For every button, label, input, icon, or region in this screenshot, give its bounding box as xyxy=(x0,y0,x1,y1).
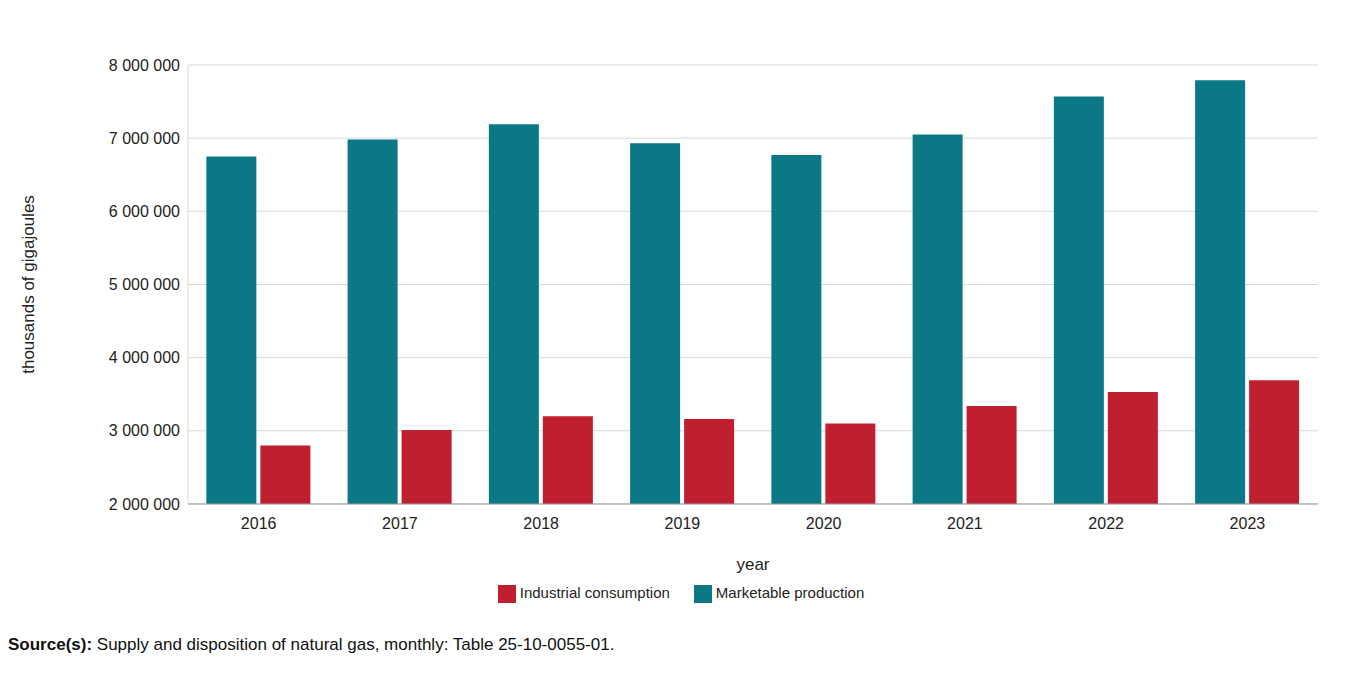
svg-text:2 000 000: 2 000 000 xyxy=(109,496,180,513)
svg-text:2021: 2021 xyxy=(947,515,983,532)
svg-text:3 000 000: 3 000 000 xyxy=(109,422,180,439)
svg-text:2019: 2019 xyxy=(665,515,701,532)
svg-text:2017: 2017 xyxy=(382,515,418,532)
html-text:Marketable production: Marketable production xyxy=(715,584,865,601)
svg-text:8 000 000: 8 000 000 xyxy=(109,57,180,74)
html-text:Industrial consumption: Industrial consumption xyxy=(519,584,670,601)
svg-text:5 000 000: 5 000 000 xyxy=(109,276,180,293)
svg-text:year: year xyxy=(736,555,769,574)
svg-text:2023: 2023 xyxy=(1230,515,1266,532)
svg-text:2022: 2022 xyxy=(1088,515,1124,532)
html-text:Source(s): Supply and disposit: Source(s): Supply and disposition of nat… xyxy=(8,635,615,654)
svg-text:7 000 000: 7 000 000 xyxy=(109,130,180,147)
svg-text:2018: 2018 xyxy=(523,515,559,532)
svg-text:6 000 000: 6 000 000 xyxy=(109,203,180,220)
svg-text:4 000 000: 4 000 000 xyxy=(109,349,180,366)
svg-text:2020: 2020 xyxy=(806,515,842,532)
svg-text:thousands of gigajoules: thousands of gigajoules xyxy=(19,195,38,374)
svg-text:2016: 2016 xyxy=(241,515,277,532)
